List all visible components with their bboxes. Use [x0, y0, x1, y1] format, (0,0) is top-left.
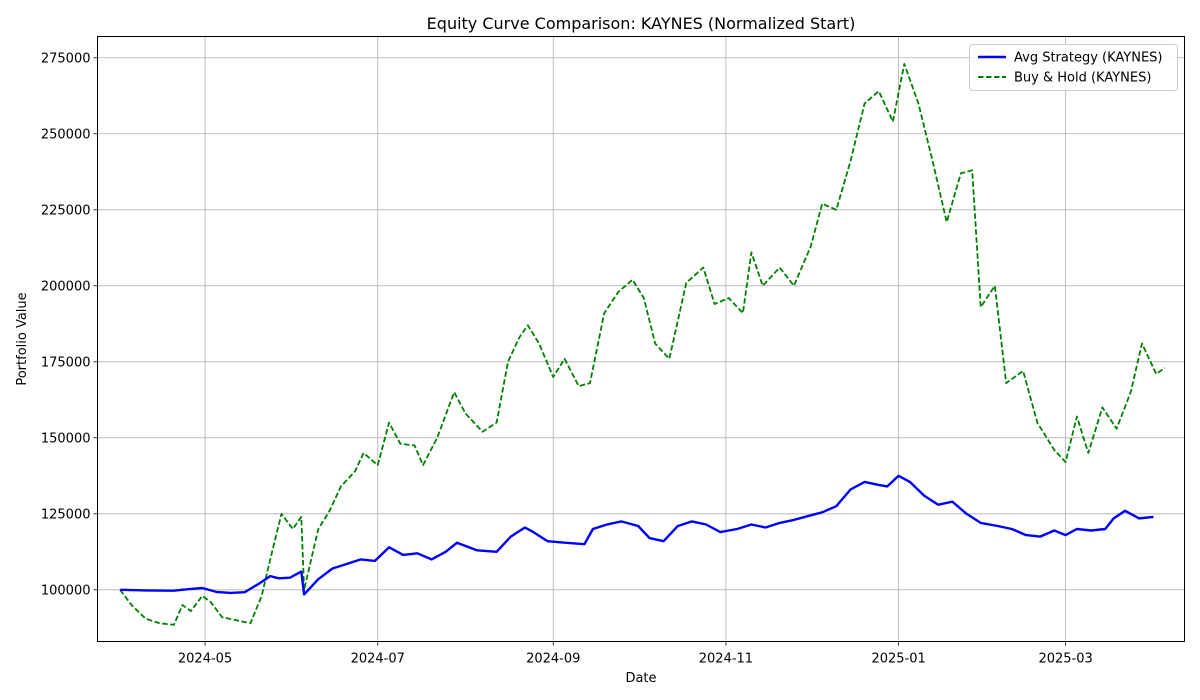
x-axis-label: Date — [625, 671, 656, 686]
x-tick-label: 2024-07 — [351, 652, 405, 667]
legend-label-buy-hold: Buy & Hold (KAYNES) — [1014, 71, 1151, 86]
y-tick-label: 250000 — [41, 127, 91, 142]
legend-label-avg-strategy: Avg Strategy (KAYNES) — [1014, 51, 1163, 66]
y-tick-label: 125000 — [41, 507, 91, 522]
series-line-avg-strategy — [120, 474, 1154, 596]
x-tick-label: 2025-03 — [1038, 652, 1092, 667]
x-tick-label: 2025-01 — [871, 652, 925, 667]
x-tick-label: 2024-05 — [178, 652, 232, 667]
series-layer — [119, 63, 1166, 626]
y-tick-label: 150000 — [41, 431, 91, 446]
y-tick-label: 225000 — [41, 203, 91, 218]
y-tick-label: 100000 — [41, 583, 91, 598]
y-tick-label: 175000 — [41, 355, 91, 370]
plot-frame — [97, 36, 1185, 642]
y-axis-label: Portfolio Value — [15, 292, 30, 385]
legend: Avg Strategy (KAYNES) Buy & Hold (KAYNES… — [969, 44, 1178, 91]
series-line-buy-hold — [119, 63, 1166, 626]
x-tick-label: 2024-11 — [699, 652, 753, 667]
chart-title: Equity Curve Comparison: KAYNES (Normali… — [427, 14, 856, 33]
x-axis-ticks: 2024-05 2024-07 2024-09 2024-11 2025-01 2025-… — [178, 641, 1093, 667]
legend-box — [969, 44, 1178, 91]
y-tick-label: 275000 — [41, 51, 91, 66]
y-tick-label: 200000 — [41, 279, 91, 294]
x-tick-label: 2024-09 — [526, 652, 580, 667]
y-axis-ticks: 100000 125000 150000 175000 200000 225000 2500… — [41, 51, 98, 598]
